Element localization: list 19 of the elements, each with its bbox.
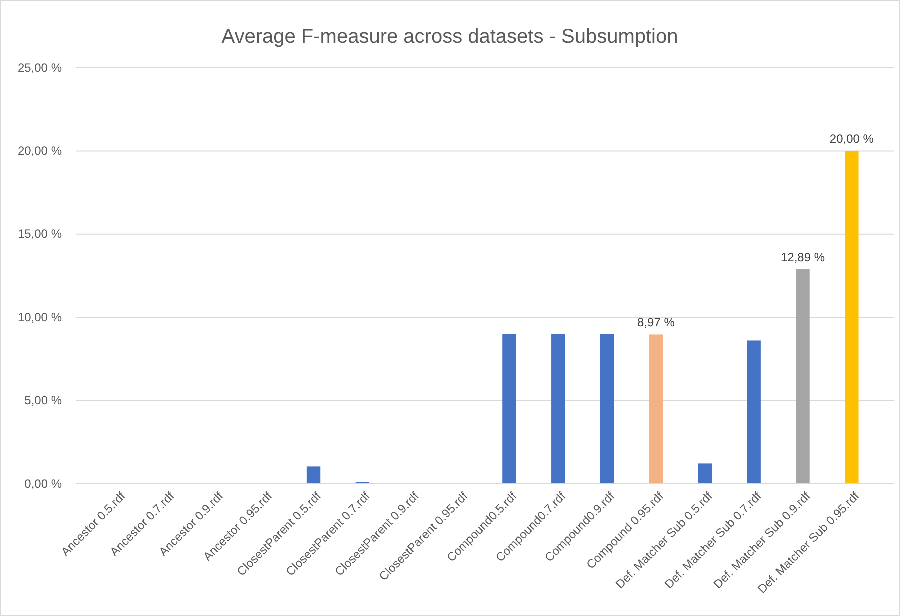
data-label: 12,89 % [780, 250, 826, 265]
bar [845, 151, 859, 484]
y-tick-label: 0,00 % [24, 476, 62, 491]
bar [698, 464, 712, 484]
bar [649, 334, 664, 484]
bar [306, 466, 321, 484]
bar [796, 270, 810, 484]
y-tick-label: 5,00 % [24, 394, 62, 408]
y-tick-label: 15,00 % [18, 227, 62, 242]
chart-title: Average F-measure across datasets - Subsumption [222, 26, 678, 48]
y-tick-label: 10,00 % [18, 310, 62, 324]
bar [552, 334, 566, 484]
y-tick-label: 25,00 % [18, 60, 62, 75]
bar [747, 340, 761, 484]
bar [600, 334, 614, 484]
data-label: 20,00 % [830, 132, 874, 146]
y-tick-label: 20,00 % [18, 144, 62, 158]
bar [502, 334, 516, 484]
data-label: 8,97 % [638, 316, 676, 330]
